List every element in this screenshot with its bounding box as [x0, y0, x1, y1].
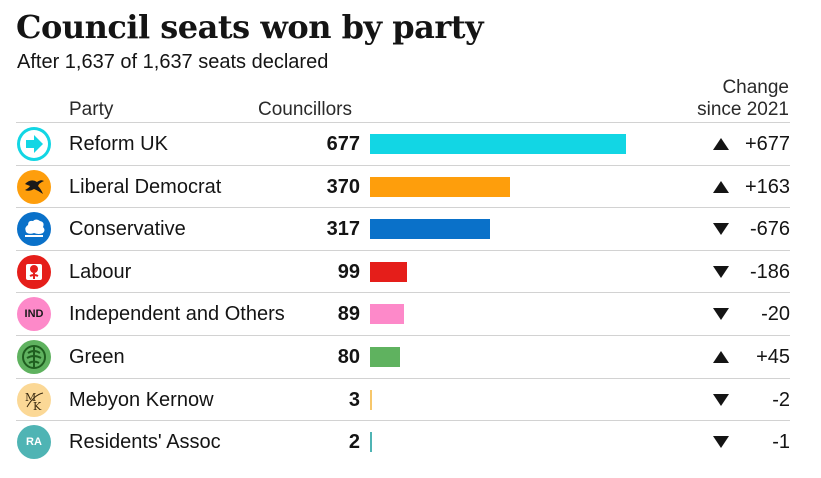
party-name: Residents' Assoc: [69, 431, 221, 454]
triangle-up-icon: [713, 138, 729, 150]
svg-text:M: M: [25, 391, 36, 404]
chart-subtitle: After 1,637 of 1,637 seats declared: [17, 51, 329, 73]
councillor-count: 99: [337, 260, 360, 283]
change-value: -20: [761, 303, 790, 326]
column-header-change-line1: Change: [722, 77, 789, 98]
triangle-up-icon: [713, 180, 729, 193]
table-row: Green 80 +45: [16, 335, 790, 378]
change-value: -1: [772, 431, 790, 454]
triangle-down-icon: [713, 308, 729, 321]
table-row: Labour 99 -186: [16, 249, 790, 293]
svg-text:K: K: [33, 400, 42, 413]
reform-arrow-icon: [17, 127, 51, 161]
party-name: Green: [69, 346, 125, 368]
column-header-councillors: Councillors: [258, 99, 352, 120]
triangle-down-icon: [713, 393, 729, 406]
seat-bar: [370, 176, 510, 197]
seat-bar: [370, 347, 401, 367]
change-value: +163: [744, 175, 790, 198]
conservative-tree-icon: [17, 212, 51, 247]
change-value: -186: [749, 260, 790, 283]
chart-title: Council seats won by party: [16, 8, 484, 46]
party-name: Reform UK: [69, 133, 168, 155]
councillor-count: 3: [348, 388, 360, 411]
councillor-count: 317: [326, 218, 360, 241]
seat-bar: [370, 432, 372, 453]
labour-rose-icon: [17, 254, 51, 289]
party-name: Labour: [69, 260, 132, 283]
seat-bar: [370, 134, 626, 154]
independent-badge-icon: IND: [17, 297, 51, 332]
councillor-count: 89: [337, 303, 360, 326]
change-value: +45: [756, 346, 790, 368]
triangle-down-icon: [713, 265, 729, 278]
seat-bar: [370, 261, 408, 282]
seat-bar: [370, 389, 372, 410]
libdem-bird-icon: [17, 169, 51, 204]
residents-badge-icon: RA: [17, 425, 51, 460]
triangle-up-icon: [713, 351, 729, 363]
table-row: Reform UK 677 +677: [16, 122, 790, 165]
party-name: Independent and Others: [69, 303, 285, 326]
green-globe-icon: [17, 340, 51, 374]
table-row: RA Residents' Assoc 2 -1: [16, 420, 790, 463]
table-row: Conservative 317 -676: [16, 207, 790, 250]
seat-bar: [370, 219, 490, 240]
councillor-count: 2: [348, 431, 360, 454]
party-name: Conservative: [69, 218, 186, 241]
change-value: +677: [744, 133, 790, 155]
column-header-change: Change since 2021: [697, 77, 789, 121]
column-header-change-line2: since 2021: [697, 99, 789, 120]
table-row: M K Mebyon Kernow 3 -2: [16, 377, 790, 421]
councillor-count: 677: [326, 133, 360, 155]
triangle-down-icon: [713, 223, 729, 236]
councillor-count: 80: [337, 346, 360, 368]
party-logo-text: RA: [26, 436, 42, 449]
change-value: -2: [772, 388, 790, 411]
table-row: IND Independent and Others 89 -20: [16, 292, 790, 335]
change-value: -676: [749, 218, 790, 241]
party-logo-text: IND: [24, 308, 44, 321]
party-name: Mebyon Kernow: [69, 388, 214, 411]
table-row: Liberal Democrat 370 +163: [16, 164, 790, 208]
councillor-count: 370: [326, 175, 360, 198]
seat-bar: [370, 304, 404, 325]
triangle-down-icon: [713, 436, 729, 449]
column-header-party: Party: [69, 99, 114, 120]
party-name: Liberal Democrat: [69, 175, 222, 198]
